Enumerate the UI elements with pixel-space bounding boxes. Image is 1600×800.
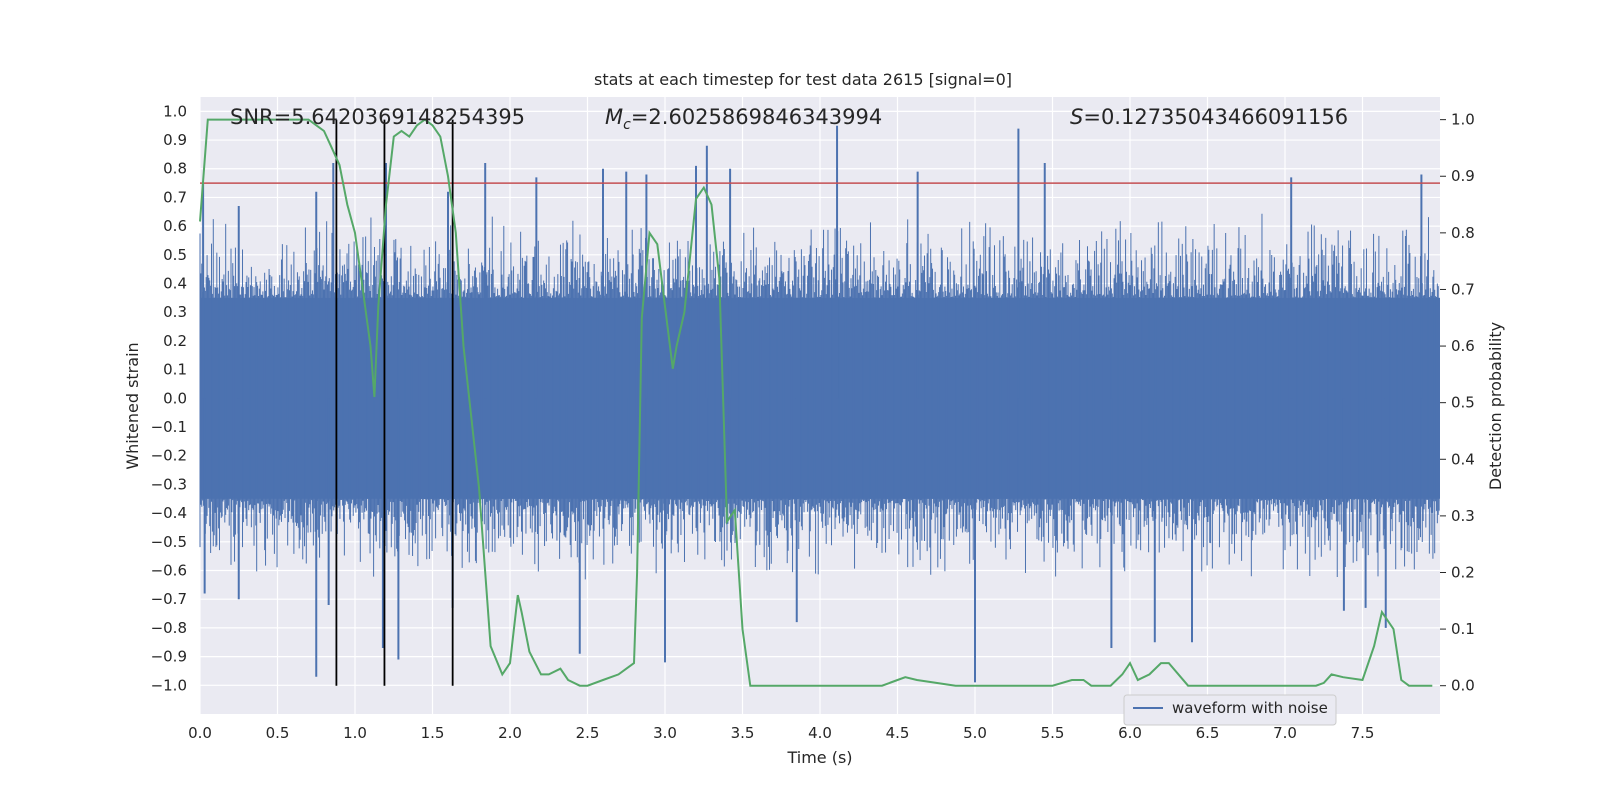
y-tick-label-8: 0.2: [163, 332, 187, 350]
y-tick-label-11: −0.1: [151, 418, 187, 436]
x-tick-label-11: 5.5: [1041, 724, 1065, 742]
y-tick-label-18: −0.8: [151, 619, 187, 637]
y-tick-label-14: −0.4: [151, 504, 187, 522]
chart-title: stats at each timestep for test data 261…: [594, 70, 1012, 89]
s-annotation: S=0.12735043466091156: [1070, 105, 1348, 129]
y-tick-label-12: −0.2: [151, 447, 187, 465]
legend: waveform with noise: [1123, 694, 1337, 726]
x-tick-label-1: 0.5: [266, 724, 290, 742]
y-tick-label-13: −0.3: [151, 475, 187, 493]
y2-tick-label-4: 0.6: [1451, 337, 1475, 355]
y-tick-label-19: −0.9: [151, 648, 187, 666]
y-tick-label-3: 0.7: [163, 188, 187, 206]
waveform-series: [199, 125, 1440, 683]
x-tick-label-14: 7.0: [1273, 724, 1297, 742]
snr-annotation: SNR=5.6420369148254395: [230, 105, 525, 129]
x-tick-label-12: 6.0: [1118, 724, 1142, 742]
y-tick-label-0: 1.0: [163, 102, 187, 120]
s-value: =0.12735043466091156: [1083, 105, 1348, 129]
chirp-mass-value: =2.6025869846343994: [631, 105, 882, 129]
y2-tick-label-6: 0.4: [1451, 450, 1475, 468]
probability-series: [199, 118, 1433, 687]
y-tick-label-7: 0.3: [163, 303, 187, 321]
y2-tick-label-9: 0.1: [1451, 620, 1475, 638]
x-tick-label-6: 3.0: [653, 724, 677, 742]
x-tick-labels: 0.0 0.5 1.0 1.5 2.0 2.5 3.0 3.5 4.0 4.5 5.0 5.5 6.0 6…: [188, 724, 1374, 742]
y-tick-label-10: 0.0: [163, 389, 187, 407]
s-symbol: S: [1070, 105, 1083, 129]
y-tick-label-1: 0.9: [163, 131, 187, 149]
y-tick-label-2: 0.8: [163, 160, 187, 178]
x-tick-label-9: 4.5: [886, 724, 910, 742]
y2-tick-label-0: 1.0: [1451, 111, 1475, 129]
x-tick-label-2: 1.0: [343, 724, 367, 742]
y-tick-labels: 1.0 0.9 0.8 0.7 0.6 0.5 0.4 0.3 0.2 0.1 0.0 −0.1 −0.…: [151, 102, 187, 694]
y2-tick-label-3: 0.7: [1451, 280, 1475, 298]
y-tick-label-4: 0.6: [163, 217, 187, 235]
y-tick-label-17: −0.7: [151, 590, 187, 608]
y2-axis-label: Detection probability: [1486, 322, 1505, 490]
legend-box: [1123, 694, 1337, 726]
y-tick-label-9: 0.1: [163, 361, 187, 379]
y2-tick-label-5: 0.5: [1451, 394, 1475, 412]
x-tick-label-10: 5.0: [963, 724, 987, 742]
y-tick-label-16: −0.6: [151, 562, 187, 580]
x-tick-label-8: 4.0: [808, 724, 832, 742]
y2-tick-label-7: 0.3: [1451, 507, 1475, 525]
y2-tick-label-1: 0.9: [1451, 167, 1475, 185]
chirp-mass-annotation: Mc=2.6025869846343994: [605, 105, 882, 133]
chirp-mass-symbol: M: [605, 105, 623, 129]
y2-tick-label-10: 0.0: [1451, 677, 1475, 695]
y-axis-label: Whitened strain: [123, 342, 142, 469]
x-axis-label: Time (s): [786, 748, 852, 767]
x-tick-label-3: 1.5: [421, 724, 445, 742]
y-tick-label-20: −1.0: [151, 676, 187, 694]
x-tick-label-5: 2.5: [576, 724, 600, 742]
y-tick-label-6: 0.4: [163, 275, 187, 293]
probability-line: [199, 118, 1433, 687]
x-tick-label-0: 0.0: [188, 724, 212, 742]
x-tick-label-4: 2.0: [498, 724, 522, 742]
x-tick-label-13: 6.5: [1196, 724, 1220, 742]
x-tick-label-7: 3.5: [731, 724, 755, 742]
y-tick-label-5: 0.5: [163, 246, 187, 264]
legend-entry-waveform: waveform with noise: [1172, 699, 1328, 717]
y2-tick-label-8: 0.2: [1451, 563, 1475, 581]
y-tick-label-15: −0.5: [151, 533, 187, 551]
y2-tick-label-2: 0.8: [1451, 224, 1475, 242]
y2-tick-labels: 1.0 0.9 0.8 0.7 0.6 0.5 0.4 0.3 0.2 0.1 0.0: [1440, 111, 1475, 695]
x-tick-label-15: 7.5: [1351, 724, 1375, 742]
chirp-mass-subscript: c: [623, 117, 631, 133]
